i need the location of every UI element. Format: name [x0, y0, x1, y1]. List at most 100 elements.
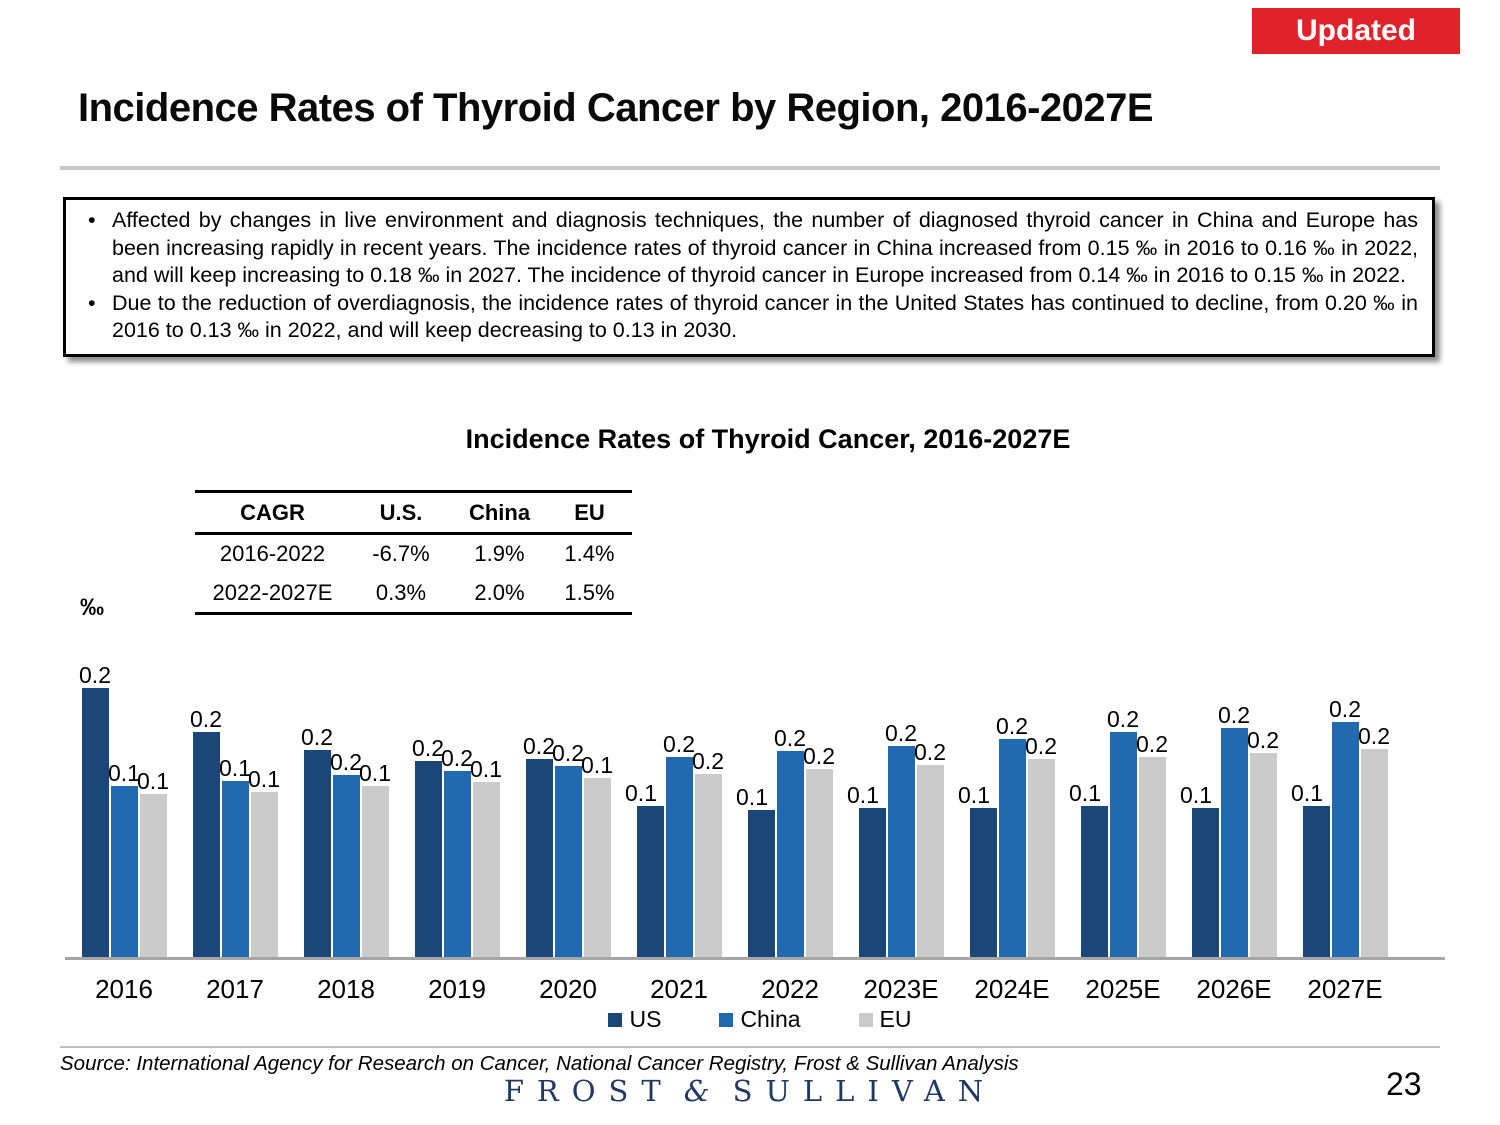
x-axis-label-2016: 2016 [95, 974, 153, 1004]
cagr-table-body: 2016-2022 -6.7% 1.9% 1.4% 2022-2027E 0.3% 2.0%… [195, 534, 632, 614]
callout-box: Affected by changes in live environment … [63, 197, 1435, 357]
bar-label-us-2023E: 0.1 [847, 782, 879, 808]
bar-label-us-2020: 0.2 [523, 733, 555, 759]
cagr-table-header: CAGR U.S. China EU [195, 492, 632, 534]
bar-chart-plot: 0.2 0.1 0.1 2016 0.2 0.1 0.1 2017 0.2 0.2 0.1 2018 0… [65, 630, 1445, 1004]
bar-label-china-2027E: 0.2 [1329, 696, 1361, 722]
cagr-table: CAGR U.S. China EU 2016-2022 -6.7% 1.9% 1.4% 20… [195, 490, 632, 615]
chart-title: Incidence Rates of Thyroid Cancer, 2016-… [465, 424, 1071, 454]
bar-label-china-2018: 0.2 [330, 749, 362, 775]
x-axis-label-2021: 2021 [650, 974, 708, 1004]
bar-us-2020 [525, 759, 553, 957]
legend-item-china: China [719, 1006, 801, 1033]
x-axis-label-2017: 2017 [206, 974, 264, 1004]
cagr-cell: 0.3% [375, 579, 427, 605]
bar-label-china-2021: 0.2 [663, 731, 695, 757]
cagr-row-2: 2022-2027E 0.3% 2.0% 1.5% [195, 574, 632, 614]
bar-label-us-2019: 0.2 [412, 735, 444, 761]
bar-label-eu-2020: 0.1 [581, 752, 613, 778]
bar-eu-2026E [1249, 753, 1277, 957]
bar-china-2019 [443, 771, 471, 957]
bar-eu-2020 [583, 778, 611, 957]
bar-eu-2016 [139, 794, 167, 957]
bar-label-eu-2017: 0.1 [248, 766, 280, 792]
bar-label-china-2017: 0.1 [219, 755, 251, 781]
legend-swatch-eu-icon [858, 1012, 873, 1027]
x-axis-label-2018: 2018 [317, 974, 375, 1004]
bar-us-2017 [192, 732, 220, 957]
bar-label-eu-2026E: 0.2 [1247, 727, 1279, 753]
logo-word-right: SULLIVAN [732, 1074, 997, 1108]
bar-us-2019 [414, 761, 442, 957]
bar-label-us-2024E: 0.1 [958, 782, 990, 808]
bar-label-eu-2024E: 0.2 [1025, 733, 1057, 759]
bar-eu-2022 [805, 769, 833, 957]
bar-china-2020 [554, 766, 582, 957]
x-axis-label-2025E: 2025E [1085, 974, 1161, 1004]
callout-bullet-1: Affected by changes in live environment … [88, 207, 1418, 290]
bar-us-2018 [303, 750, 331, 957]
callout-bullet-2: Due to the reduction of overdiagnosis, t… [88, 290, 1418, 345]
legend-item-eu: EU [858, 1006, 912, 1033]
x-axis-label-2023E: 2023E [863, 974, 939, 1004]
legend-label-us: US [629, 1006, 662, 1032]
bar-china-2023E [887, 746, 915, 957]
bar-us-2024E [969, 808, 997, 957]
bar-china-2025E [1109, 732, 1137, 957]
bar-label-china-2019: 0.2 [441, 745, 473, 771]
cagr-cell: 2022-2027E [212, 579, 333, 605]
bar-china-2024E [998, 739, 1026, 957]
bar-label-us-2017: 0.2 [190, 706, 222, 732]
bar-label-eu-2027E: 0.2 [1358, 723, 1390, 749]
x-axis-label-2027E: 2027E [1307, 974, 1383, 1004]
bar-china-2018 [332, 775, 360, 957]
bar-label-china-2016: 0.1 [108, 760, 140, 786]
cagr-header-cell: U.S. [379, 499, 423, 525]
logo-word-left: FROST [503, 1074, 674, 1108]
cagr-cell: 1.5% [564, 579, 615, 605]
x-axis-label-2026E: 2026E [1196, 974, 1272, 1004]
cagr-cell: 1.9% [474, 541, 525, 567]
bar-eu-2021 [694, 774, 722, 957]
callout-bullet-list: Affected by changes in live environment … [76, 207, 1418, 345]
bar-label-china-2024E: 0.2 [996, 713, 1028, 739]
bar-china-2027E [1331, 722, 1359, 957]
legend-swatch-us-icon [608, 1012, 623, 1027]
title-divider [60, 166, 1440, 170]
bar-label-eu-2023E: 0.2 [914, 739, 946, 765]
x-axis-label-2019: 2019 [428, 974, 486, 1004]
bar-eu-2019 [472, 782, 500, 957]
bar-label-china-2020: 0.2 [552, 740, 584, 766]
legend-swatch-china-icon [719, 1012, 734, 1027]
bar-label-china-2026E: 0.2 [1218, 702, 1250, 728]
bar-eu-2027E [1360, 749, 1388, 957]
chart-legend: US China EU [0, 1006, 1500, 1033]
page-title: Incidence Rates of Thyroid Cancer by Reg… [78, 86, 1154, 130]
bar-label-china-2022: 0.2 [774, 725, 806, 751]
x-axis-label-2022: 2022 [761, 974, 819, 1004]
bar-label-us-2016: 0.2 [79, 662, 111, 688]
legend-item-us: US [608, 1006, 661, 1033]
bar-us-2025E [1080, 806, 1108, 957]
x-axis-label-2020: 2020 [539, 974, 597, 1004]
bar-label-eu-2019: 0.1 [470, 756, 502, 782]
bar-label-us-2025E: 0.1 [1069, 780, 1101, 806]
bar-eu-2023E [916, 765, 944, 957]
cagr-header-cell: China [468, 499, 531, 525]
bar-label-china-2023E: 0.2 [885, 720, 917, 746]
legend-label-eu: EU [879, 1006, 912, 1032]
page-number: 23 [1386, 1066, 1422, 1102]
cagr-header-cell: EU [574, 499, 605, 525]
bar-china-2017 [221, 781, 249, 957]
bar-china-2026E [1220, 728, 1248, 957]
cagr-row-1: 2016-2022 -6.7% 1.9% 1.4% [195, 534, 632, 574]
bar-label-china-2025E: 0.2 [1107, 706, 1139, 732]
bar-label-eu-2016: 0.1 [137, 768, 169, 794]
cagr-header-cell: CAGR [240, 499, 305, 525]
cagr-cell: 2.0% [474, 579, 525, 605]
legend-label-china: China [740, 1006, 801, 1032]
bar-label-us-2021: 0.1 [625, 780, 657, 806]
y-axis-unit-label: ‰ [80, 594, 104, 621]
bar-china-2022 [776, 751, 804, 957]
